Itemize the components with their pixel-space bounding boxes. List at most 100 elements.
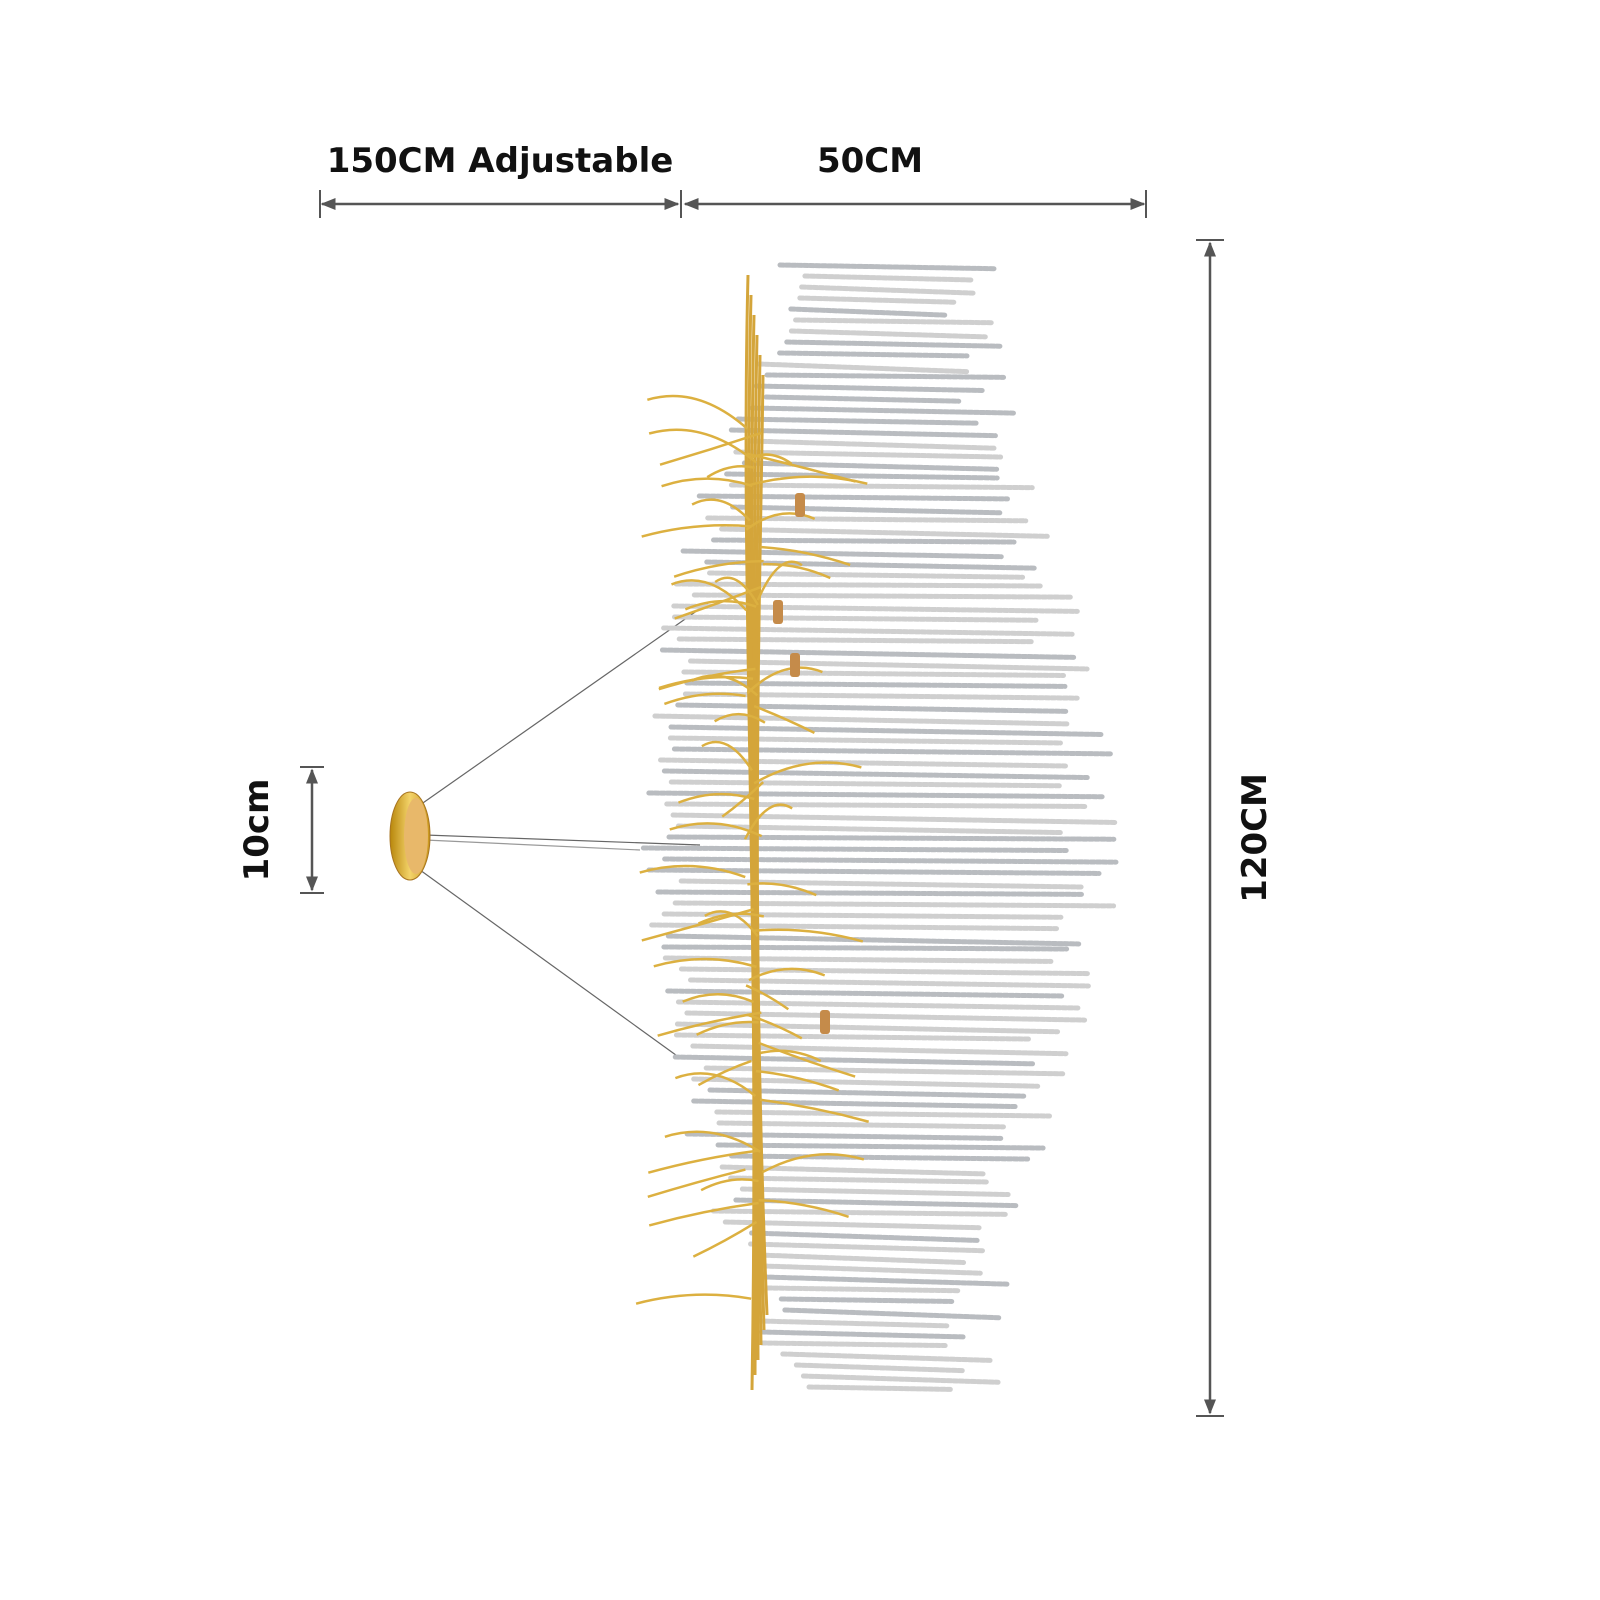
crystal-strand: [793, 1362, 967, 1374]
gold-branch: [661, 477, 753, 488]
gold-branch: [639, 864, 746, 879]
wire: [424, 839, 641, 851]
crystal-strand: [681, 669, 1066, 678]
crystal-strand: [680, 548, 1004, 560]
gold-branch: [641, 524, 752, 538]
crystal-strand: [749, 405, 1016, 416]
gold-stem: [755, 374, 769, 1316]
gold-branch: [659, 431, 762, 466]
gold-branch: [753, 761, 862, 785]
crystal-strand: [748, 1241, 987, 1254]
crystal-strand: [716, 1120, 1006, 1130]
crystal-strand: [662, 856, 1119, 865]
crystal-strand: [806, 1384, 953, 1392]
gold-branch: [746, 1013, 803, 1040]
crystal-strand: [747, 438, 997, 451]
gold-branch: [714, 576, 759, 606]
crystal-strand: [719, 1164, 986, 1177]
gold-branch: [704, 910, 759, 937]
wire: [419, 602, 709, 806]
crystal-strand: [711, 537, 1017, 545]
crystal-strand: [684, 1131, 1004, 1141]
crystal-strand: [672, 900, 1117, 909]
canopy-group: [389, 602, 709, 1059]
crystal-strand: [673, 1032, 1033, 1042]
crystal-strand: [749, 1230, 980, 1243]
gold-branch: [747, 882, 817, 897]
crystal-strand: [675, 999, 1081, 1011]
gold-branch: [697, 1059, 752, 1087]
gold-branch: [749, 453, 793, 465]
wire: [419, 869, 681, 1059]
gold-branch: [762, 562, 831, 580]
canopy-height-label: 10cm: [237, 779, 277, 882]
crystal-strand: [707, 1087, 1027, 1099]
crystal-strand: [756, 1252, 967, 1266]
crystal-strand: [764, 372, 1007, 380]
crystal-strand: [661, 944, 1070, 952]
bulb: [820, 1010, 830, 1034]
gold-branch: [657, 1011, 762, 1037]
crystal-strand: [761, 1263, 983, 1276]
crystal-strand: [722, 1219, 982, 1231]
crystal-strand: [667, 735, 1063, 746]
crystal-strand: [668, 779, 1062, 789]
crystal-strand: [733, 449, 1004, 460]
crystal-strand: [793, 317, 994, 326]
crystal-strand: [665, 933, 1082, 947]
gold-branch: [748, 967, 826, 982]
crystal-strand: [671, 603, 1080, 614]
gold-branch: [758, 1041, 856, 1078]
gold-branch: [745, 984, 790, 1011]
gold-branch: [671, 579, 748, 612]
gold-branch: [647, 1168, 746, 1199]
crystal-strand: [788, 306, 948, 318]
crystal-strand: [756, 1318, 950, 1329]
gold-branch: [743, 803, 793, 840]
gold-branch: [706, 465, 755, 479]
gold-branch: [669, 822, 763, 838]
crystal-strand: [649, 922, 1060, 932]
width-label: 50CM: [817, 141, 923, 181]
crystal-strand: [797, 295, 959, 305]
crystal-strand: [728, 427, 998, 439]
gold-branch: [758, 1199, 849, 1218]
crystal-strand: [707, 570, 1026, 580]
gold-branch: [658, 675, 754, 690]
crystal-strand: [664, 801, 1088, 809]
crystal-strand: [676, 636, 1034, 645]
gold-branch: [677, 792, 755, 804]
crystal-strand: [674, 1021, 1061, 1035]
crystal-strand: [675, 823, 1064, 836]
gold-branch: [696, 1020, 759, 1036]
dimension-lines: [300, 190, 1224, 1417]
crystal-strand: [778, 1296, 955, 1304]
gold-branch: [664, 1130, 761, 1153]
gold-branch: [745, 512, 816, 531]
gold-branch: [692, 1220, 758, 1258]
gold-branch: [673, 559, 764, 578]
height-label: 120CM: [1235, 773, 1275, 903]
gold-branch: [759, 1098, 870, 1123]
crystal-strand: [728, 482, 1035, 491]
crystal-strand: [729, 1153, 1031, 1162]
crystal-strand: [655, 889, 1084, 897]
crystal-strand: [661, 768, 1090, 781]
crystal-strand: [715, 1142, 1046, 1151]
crystal-strand: [753, 383, 987, 394]
crystal-strand: [691, 1076, 1041, 1089]
crystal-strand: [784, 339, 1003, 349]
crystal-strand: [788, 328, 988, 340]
crystal-strand: [666, 834, 1117, 842]
cord-length-label: 150CM Adjustable: [327, 141, 674, 181]
gold-branch: [748, 475, 868, 487]
crystal-strand: [728, 1175, 989, 1185]
gold-branch: [760, 545, 851, 567]
crystal-strand: [661, 625, 1075, 637]
crystal-strand: [763, 394, 962, 404]
crystal-strand: [659, 647, 1077, 660]
crystal-strand: [782, 1307, 1002, 1321]
crystal-strand: [761, 1274, 1010, 1287]
